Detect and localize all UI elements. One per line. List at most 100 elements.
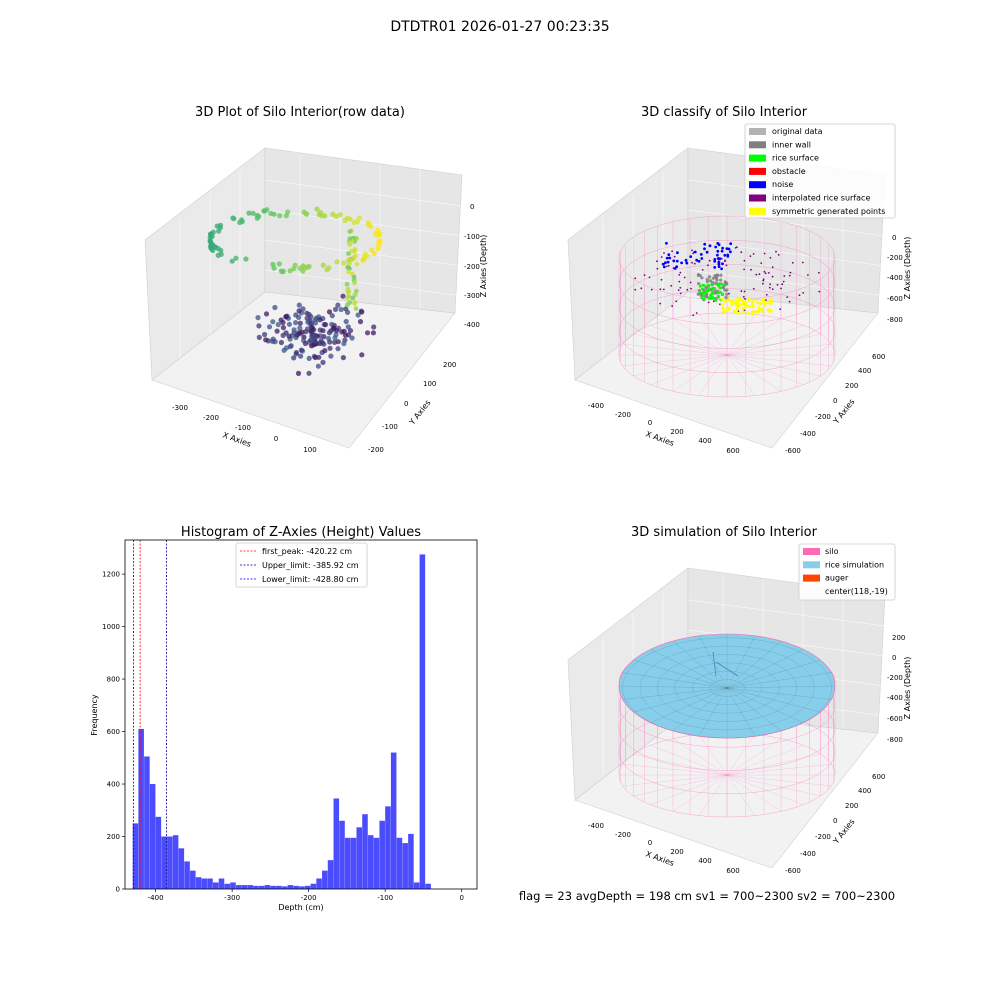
histogram-bar — [190, 870, 196, 889]
inner-wall-point — [713, 289, 717, 293]
raw-point — [346, 258, 351, 264]
interpolated-point — [771, 275, 774, 278]
noise-point — [673, 267, 677, 270]
classify-3d-xtick: 200 — [670, 428, 683, 436]
noise-point — [721, 246, 724, 250]
raw-3d-ztick: -300 — [464, 292, 480, 300]
rice-surface-mesh — [726, 659, 821, 689]
silo-floor-spoke — [726, 354, 756, 396]
rice-surface-point — [713, 286, 716, 290]
noise-point — [713, 266, 717, 269]
classify-3d-legend: original data inner wall rice surface ob… — [744, 123, 896, 219]
histogram-bar — [172, 835, 179, 889]
simulation-3d-ytick: -200 — [815, 833, 831, 841]
raw-point — [312, 320, 319, 326]
raw-point — [320, 359, 326, 365]
histogram-ytick-label: 1200 — [102, 571, 120, 579]
rice-surface-point — [711, 296, 715, 299]
symmetric-point — [747, 304, 752, 308]
rice-surface-point — [705, 290, 708, 294]
symmetric-point — [761, 297, 765, 301]
raw-3d-ztick: -200 — [464, 263, 480, 271]
legend-swatch-interpolated-rice-surface — [749, 194, 766, 202]
symmetric-point — [721, 306, 725, 310]
noise-point — [689, 255, 693, 258]
symmetric-point — [720, 297, 724, 301]
noise-point — [720, 267, 723, 271]
histogram-bar — [287, 885, 294, 889]
histogram-bar — [299, 886, 305, 889]
histogram-bar — [356, 827, 363, 889]
interpolated-point — [760, 262, 763, 264]
raw-point — [310, 342, 316, 348]
symmetric-point — [761, 299, 765, 303]
silo-floor-spoke — [650, 774, 728, 805]
histogram-ytick-label: 0 — [116, 886, 120, 894]
raw-point — [337, 212, 343, 218]
histogram-bars — [132, 554, 431, 889]
raw-3d-x-ticks: -300 -200 -100 0 100 — [172, 404, 317, 454]
panel-raw-3d: 3D Plot of Silo Interior(row data) -300 … — [144, 105, 488, 454]
rice-surface-point — [702, 297, 706, 301]
raw-point — [256, 213, 262, 220]
silo-floor-spoke — [726, 738, 782, 776]
noise-point — [705, 250, 709, 254]
interpolated-point — [673, 255, 676, 258]
interpolated-point — [767, 272, 770, 274]
noise-point — [716, 249, 720, 253]
raw-point — [216, 228, 222, 234]
interpolated-point — [782, 280, 785, 283]
legend-label-center: center(118,-19) — [825, 587, 888, 596]
interpolated-point — [743, 259, 746, 262]
raw-point — [291, 355, 297, 361]
noise-point — [685, 261, 689, 265]
symmetric-point — [750, 312, 755, 316]
symmetric-point — [722, 310, 726, 314]
rice-surface-point — [701, 293, 705, 297]
raw-point — [324, 267, 330, 273]
raw-point — [332, 335, 338, 341]
silo-floor-spoke — [726, 774, 756, 816]
classify-3d-ytick: -600 — [785, 447, 801, 455]
raw-point — [233, 255, 239, 261]
symmetric-point — [723, 299, 728, 303]
legend-label-symmetric-generated-points: symmetric generated points — [772, 207, 885, 216]
noise-point — [723, 253, 727, 257]
interpolated-point — [634, 277, 637, 280]
raw-point — [299, 329, 305, 335]
histogram-xtick-label: -200 — [301, 894, 317, 902]
raw-point — [334, 327, 340, 334]
rice-surface-point — [702, 291, 706, 295]
silo-floor-spoke — [650, 325, 728, 356]
raw-point — [207, 238, 213, 244]
rice-surface-mesh — [622, 687, 728, 700]
raw-point — [375, 227, 381, 233]
histogram-bar — [207, 878, 213, 889]
symmetric-point — [741, 299, 745, 303]
histogram-bar — [362, 814, 368, 889]
symmetric-point — [746, 311, 750, 315]
raw-point — [263, 311, 270, 317]
raw-3d-xtick: -300 — [172, 404, 188, 412]
legend-label-inner-wall: inner wall — [772, 140, 811, 149]
raw-point — [317, 210, 324, 216]
rice-surface-mesh — [633, 687, 728, 713]
interpolated-point — [765, 299, 767, 301]
noise-point — [703, 247, 706, 251]
simulation-3d-ytick: 0 — [833, 817, 837, 825]
histogram-legend: first_peak: -420.22 cm Upper_limit: -385… — [235, 542, 368, 588]
classify-3d-title: 3D classify of Silo Interior — [641, 105, 808, 120]
histogram-bar — [402, 843, 408, 889]
rice-surface-point — [700, 287, 704, 291]
raw-3d-z-ticks: 0 -100 -200 -300 -400 — [464, 203, 480, 329]
silo-floor-spoke — [726, 753, 821, 776]
interpolated-point — [659, 288, 662, 291]
symmetric-point — [727, 306, 731, 310]
interpolated-point — [783, 275, 786, 277]
inner-wall-point — [707, 275, 712, 279]
interpolated-point — [656, 260, 658, 263]
noise-point — [713, 258, 717, 261]
raw-3d-title: 3D Plot of Silo Interior(row data) — [195, 105, 405, 120]
histogram-bar — [310, 883, 317, 889]
raw-point — [359, 352, 365, 358]
